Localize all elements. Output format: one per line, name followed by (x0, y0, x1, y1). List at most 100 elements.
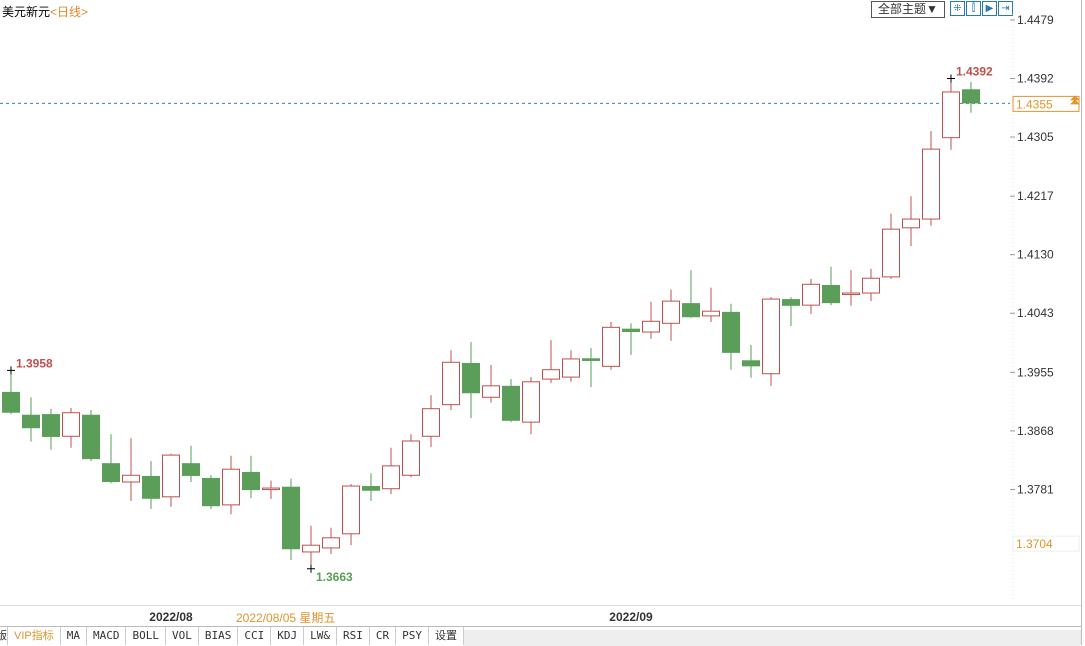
crosshair-icon[interactable]: ⁜ (950, 1, 965, 16)
current-price-label: 1.4355 (1016, 97, 1053, 111)
extreme-marker (307, 564, 315, 573)
indicator-tabbar: 版 VIP指标 MA MACD BOLL VOL BIAS CCI KDJ LW… (0, 626, 1081, 646)
candle-body-up (262, 487, 280, 491)
candle (202, 475, 220, 509)
candle-body-down (182, 463, 200, 476)
candle-body-down (502, 385, 520, 421)
candle-body-up (762, 298, 780, 375)
candle-body-down (82, 414, 100, 460)
zoom-range-icon[interactable]: ⫿ (966, 1, 981, 16)
tab-ma[interactable]: MA (61, 627, 87, 645)
symbol-name: 美元新元 (2, 5, 51, 19)
candle (822, 266, 840, 306)
candle-body-up (882, 228, 900, 278)
tab-boll[interactable]: BOLL (126, 627, 166, 645)
candle-body-up (302, 544, 320, 553)
candle-body-up (542, 369, 560, 380)
candle (22, 397, 40, 442)
scroll-up-icon[interactable] (1070, 95, 1080, 105)
play-forward-icon[interactable]: ▶ (982, 1, 997, 16)
candlestick-chart[interactable]: 1.4479 1.4392 1.4305 1.4217 1.4130 1.4043 1.39… (0, 0, 1085, 605)
candle-body-down (722, 311, 740, 353)
theme-select[interactable]: 全部主题▼ (871, 1, 945, 18)
y-tick-label: 1.3868 (1017, 424, 1054, 438)
y-tick-label: 1.3781 (1017, 482, 1054, 496)
candle (82, 410, 100, 462)
candle-body-down (2, 391, 20, 413)
y-tick-label: 1.4305 (1017, 130, 1054, 144)
candle-body-up (382, 465, 400, 490)
x-tick-label: 2022/08 (149, 610, 193, 624)
candle (2, 370, 20, 415)
candle-body-up (162, 454, 180, 498)
candle (102, 434, 120, 484)
candle (462, 342, 480, 419)
candle-body-down (582, 358, 600, 361)
tab-settings[interactable]: 设置 (429, 627, 464, 645)
candle (782, 297, 800, 326)
candle-body-up (342, 485, 360, 535)
extreme-marker (947, 74, 955, 83)
candle-body-up (402, 440, 420, 476)
candle (802, 278, 820, 314)
candle (62, 408, 80, 448)
candle (482, 364, 500, 403)
tab-vol[interactable]: VOL (166, 627, 199, 645)
tab-psy[interactable]: PSY (396, 627, 429, 645)
candle (762, 297, 780, 386)
candle-body-down (962, 89, 980, 104)
candle-body-down (742, 360, 760, 367)
tab-vip[interactable]: VIP指标 (8, 627, 61, 645)
tabbar-scroll-track[interactable] (463, 630, 1081, 646)
candle-body-up (322, 537, 340, 549)
tab-bias[interactable]: BIAS (199, 627, 239, 645)
candle (42, 408, 60, 450)
candle (362, 473, 380, 501)
candle (962, 81, 980, 113)
high-price-label: 1.4392 (956, 65, 993, 79)
candle-body-up (922, 148, 940, 220)
candle-body-up (602, 326, 620, 367)
candle (302, 525, 320, 569)
y-tick-label: 1.3955 (1017, 365, 1054, 379)
candle-body-down (462, 362, 480, 394)
y-tick-label: 1.4392 (1017, 72, 1054, 86)
candle-body-down (202, 477, 220, 507)
candle-body-down (242, 471, 260, 491)
candle (382, 447, 400, 495)
tab-macd[interactable]: MACD (87, 627, 127, 645)
candle (642, 301, 660, 339)
candle (422, 395, 440, 448)
candle (902, 196, 920, 246)
candle (322, 527, 340, 554)
candle-body-down (362, 486, 380, 491)
candle (262, 480, 280, 499)
candle (702, 287, 720, 322)
candle (742, 344, 760, 378)
candle (502, 379, 520, 423)
candle-body-up (62, 412, 80, 437)
candle (942, 78, 960, 150)
candle-body-up (842, 292, 860, 296)
jump-latest-icon[interactable]: ⇥ (998, 1, 1013, 16)
candle-body-down (822, 284, 840, 304)
period-selector[interactable]: <日线> (50, 5, 89, 19)
candle (522, 377, 540, 435)
y-tick-label: 1.4043 (1017, 306, 1054, 320)
chart-title: 美元新元<日线> (2, 3, 88, 20)
tab-cci[interactable]: CCI (238, 627, 272, 645)
tab-rsi[interactable]: RSI (337, 627, 370, 645)
candle-body-up (802, 283, 820, 306)
tab-kdj[interactable]: KDJ (271, 627, 305, 645)
tab-lw[interactable]: LW& (304, 627, 337, 645)
candle (602, 321, 620, 370)
candle (342, 484, 360, 546)
candle-body-down (22, 414, 40, 429)
candle (442, 350, 460, 411)
tab-cr[interactable]: CR (370, 627, 397, 645)
tab-hidden[interactable]: 版 (0, 627, 8, 645)
candle-body-up (862, 277, 880, 294)
candle (582, 348, 600, 388)
extreme-marker (7, 366, 15, 375)
candle-body-up (702, 310, 720, 317)
